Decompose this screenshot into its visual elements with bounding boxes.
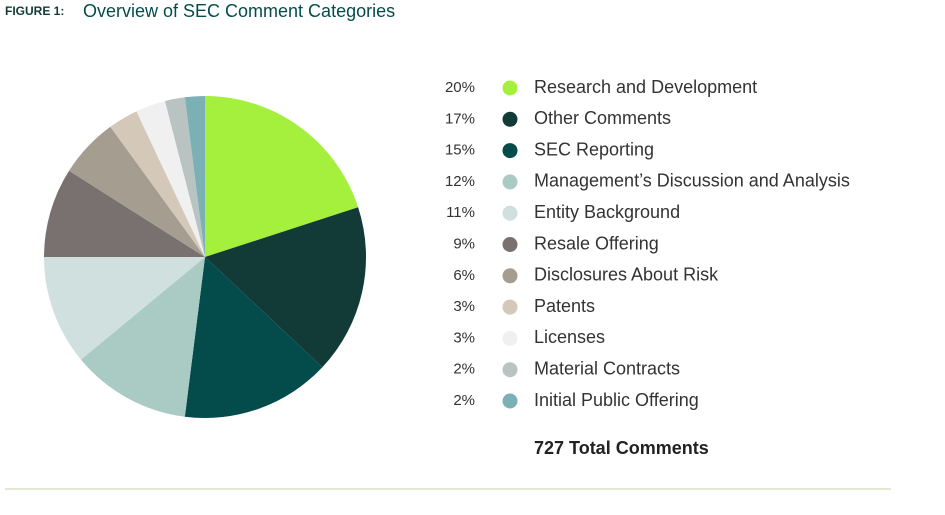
pie-slice [44, 257, 205, 360]
pie-slice [184, 96, 205, 257]
legend-label: Disclosures About Risk [534, 265, 719, 285]
legend-swatch [502, 299, 518, 315]
legend-value: 9% [453, 235, 475, 252]
legend-label: Initial Public Offering [534, 390, 699, 410]
legend-swatch [502, 205, 518, 221]
legend-swatch [502, 362, 518, 378]
legend-value: 17% [445, 110, 475, 127]
pie-slice [110, 111, 205, 257]
legend-label: Other Comments [534, 108, 671, 128]
legend-label: Patents [534, 296, 595, 316]
legend-label: Material Contracts [534, 358, 680, 378]
legend-swatch [502, 330, 518, 346]
pie-slice [205, 96, 359, 257]
legend-value: 2% [453, 361, 475, 378]
legend-swatch [502, 143, 518, 159]
legend-swatch [502, 80, 518, 96]
pie-slice [164, 97, 205, 257]
legend-value: 6% [453, 267, 475, 284]
figure-label: FIGURE 1: [5, 4, 64, 18]
legend-swatch [502, 268, 518, 284]
legend-swatch [502, 174, 518, 190]
legend-label: Licenses [534, 327, 605, 347]
pie-slice [184, 257, 323, 418]
legend-label: Research and Development [534, 77, 757, 97]
legend-value: 11% [446, 204, 475, 221]
pie-slice [136, 101, 205, 258]
pie-slice [69, 126, 205, 257]
legend-value: 12% [445, 173, 475, 190]
pie-slice [205, 207, 366, 368]
legend-swatch [502, 111, 518, 127]
chart-title: Overview of SEC Comment Categories [83, 1, 395, 21]
legend-value: 20% [445, 79, 475, 96]
legend-value: 2% [453, 392, 475, 409]
legend-label: SEC Reporting [534, 139, 654, 159]
legend-swatch [502, 237, 518, 252]
legend-label: Entity Background [534, 202, 680, 222]
pie-slice [80, 257, 205, 417]
legend-swatch [502, 393, 518, 409]
legend-value: 3% [453, 298, 475, 315]
legend-value: 15% [445, 142, 475, 159]
legend-label: Resale Offering [534, 233, 659, 253]
legend-label: Management’s Discussion and Analysis [534, 171, 850, 191]
total-label: 727 Total Comments [534, 438, 709, 458]
pie-slice [44, 170, 205, 257]
legend-value: 3% [453, 329, 475, 346]
